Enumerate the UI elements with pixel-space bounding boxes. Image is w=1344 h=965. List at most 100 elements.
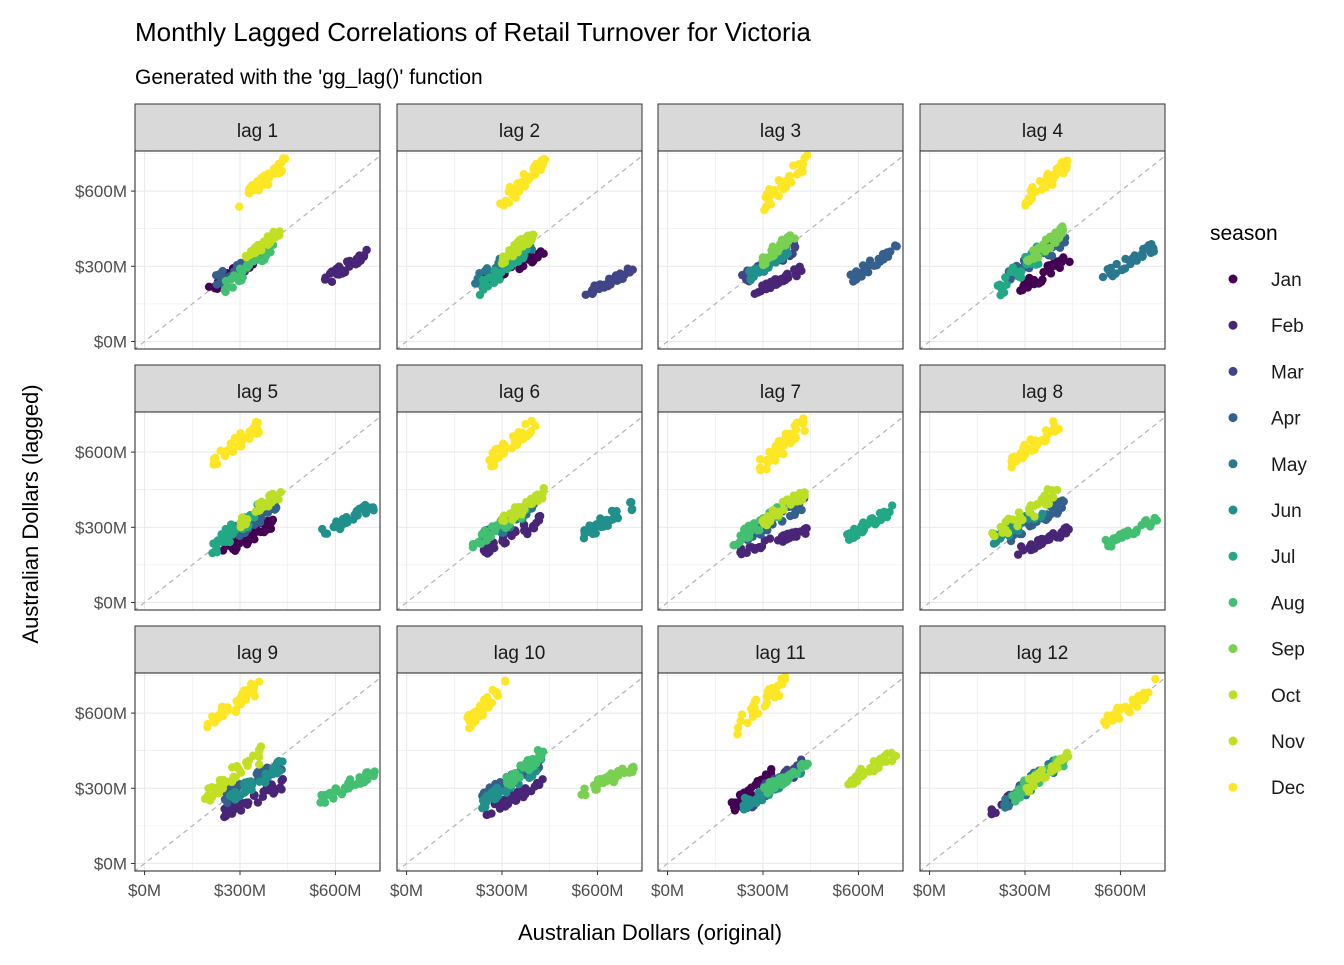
panel-border	[919, 150, 1166, 350]
panel-plot-area	[658, 412, 903, 610]
data-point	[491, 455, 500, 464]
data-point	[245, 434, 254, 444]
data-point	[797, 763, 806, 772]
legend-item: Apr	[1228, 409, 1301, 430]
data-point	[627, 498, 636, 507]
data-point	[581, 790, 590, 800]
data-point	[881, 757, 891, 766]
data-point	[887, 501, 897, 510]
data-point	[236, 700, 246, 709]
data-point	[1029, 254, 1038, 263]
data-point	[255, 745, 264, 754]
data-point	[742, 803, 752, 813]
data-point	[588, 522, 598, 531]
data-point	[500, 445, 510, 455]
data-point	[533, 780, 542, 789]
y-tick-label: $0M	[94, 332, 127, 351]
panel-plot-area	[920, 412, 1165, 610]
data-point	[751, 780, 760, 790]
data-point	[511, 193, 521, 202]
legend-label: Jan	[1271, 270, 1302, 291]
data-point	[235, 202, 244, 211]
legend-swatch	[1228, 597, 1238, 607]
data-point	[275, 227, 284, 236]
data-point	[212, 548, 222, 557]
facet-label: lag 3	[760, 121, 801, 142]
facet-label: lag 8	[1022, 382, 1063, 403]
data-point	[254, 428, 263, 438]
panel-border	[134, 150, 381, 350]
data-point	[618, 764, 627, 773]
data-point	[254, 240, 263, 250]
data-point	[508, 247, 518, 256]
y-axis-title: Australian Dollars (lagged)	[18, 384, 43, 643]
data-point	[203, 719, 213, 729]
data-point	[218, 784, 227, 793]
data-point	[1040, 491, 1049, 500]
data-point	[873, 760, 883, 769]
data-point	[743, 718, 752, 728]
data-point	[729, 541, 738, 550]
data-point	[238, 273, 247, 282]
panel-border	[134, 672, 381, 872]
data-point	[263, 508, 273, 517]
data-point	[592, 281, 602, 290]
data-point	[736, 716, 745, 726]
data-point	[1030, 445, 1039, 454]
data-point	[1134, 691, 1143, 701]
data-point	[271, 504, 280, 514]
data-point	[478, 710, 487, 720]
data-point	[756, 543, 765, 553]
data-point	[1151, 674, 1160, 684]
data-point	[521, 419, 530, 429]
data-point	[763, 458, 773, 467]
data-point	[1037, 539, 1047, 549]
data-point	[1121, 254, 1130, 264]
data-point	[862, 520, 872, 529]
legend-item: Nov	[1228, 732, 1305, 753]
data-point	[1027, 279, 1036, 289]
data-point	[524, 175, 533, 185]
data-point	[745, 542, 754, 552]
x-tick-label: $300M	[214, 881, 266, 900]
data-point	[493, 691, 502, 701]
data-point	[228, 530, 237, 539]
panel-border	[396, 672, 643, 872]
data-point	[581, 290, 590, 299]
facet-panels: lag 1 lag 2 lag 3 lag 4 lag 5 lag 6 lag 7 lag 8…	[134, 103, 1166, 872]
data-point	[1110, 714, 1119, 723]
data-point	[533, 756, 542, 765]
legend-item: Jun	[1228, 501, 1302, 522]
facet-panel: lag 3	[657, 103, 904, 350]
data-point	[527, 234, 537, 243]
x-tick-label: $0M	[913, 881, 946, 900]
data-point	[601, 521, 611, 530]
data-point	[988, 528, 997, 538]
data-point	[629, 762, 638, 772]
data-point	[1039, 182, 1048, 192]
data-point	[1030, 512, 1039, 521]
data-point	[320, 798, 329, 807]
data-point	[464, 710, 473, 720]
data-point	[764, 197, 773, 206]
data-point	[777, 532, 787, 541]
data-point	[235, 531, 244, 541]
data-point	[249, 257, 258, 266]
data-point	[481, 802, 490, 812]
data-point	[750, 697, 760, 706]
data-point	[1103, 711, 1112, 720]
chart-title: Monthly Lagged Correlations of Retail Tu…	[135, 17, 811, 47]
facet-strip	[919, 625, 1166, 674]
data-point	[1024, 787, 1034, 796]
data-point	[270, 233, 280, 242]
legend-label: Oct	[1271, 686, 1301, 707]
data-point	[253, 798, 263, 807]
data-point	[1020, 440, 1029, 450]
facet-panel: lag 11	[657, 625, 904, 872]
facet-panel: lag 8	[919, 364, 1166, 611]
legend-swatch	[1228, 274, 1238, 284]
data-point	[885, 507, 894, 517]
facet-strip	[134, 103, 381, 152]
facet-label: lag 6	[499, 382, 540, 403]
